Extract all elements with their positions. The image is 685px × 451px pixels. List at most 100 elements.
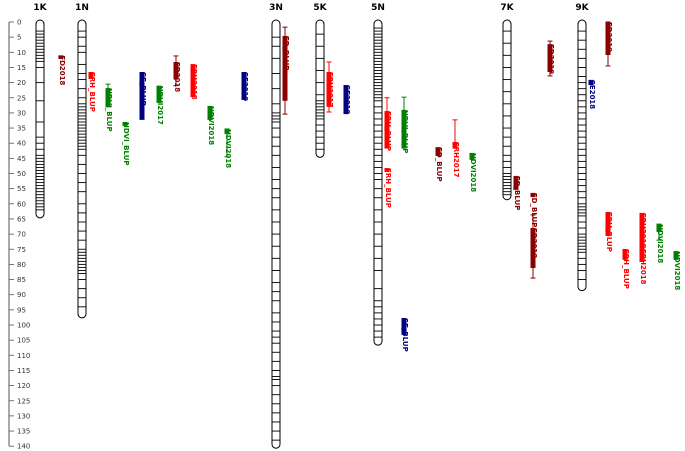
qtl-label: NDVI2018	[673, 251, 681, 290]
qtl-bar	[88, 71, 94, 79]
axis-tick-label: 25	[17, 94, 26, 102]
qtl-bar	[639, 212, 645, 262]
chromosome	[373, 19, 383, 346]
axis-tick-label: 55	[17, 185, 26, 193]
axis-tick-label: 40	[17, 140, 26, 148]
axis-tick-label: 50	[17, 170, 26, 178]
qtl-label: FRH_BLUP	[384, 168, 392, 208]
qtl-label: SE_BLUP	[401, 318, 409, 352]
axis-tick-label: 105	[17, 337, 30, 345]
qtl-bar	[58, 55, 64, 59]
axis-tick-label: 70	[17, 231, 26, 239]
qtl-label: FD_BLUP	[530, 193, 538, 227]
axis-tick-label: 125	[17, 397, 30, 405]
qtl-bar	[156, 85, 162, 103]
qtl-label: SE2018	[588, 80, 596, 109]
qtl-label: NDVI2018	[224, 129, 232, 168]
axis-tick-label: 65	[17, 215, 26, 223]
qtl-bar	[190, 64, 196, 98]
axis-tick-label: 115	[17, 367, 30, 375]
qtl-label: FD_BLUP	[282, 36, 290, 70]
axis-tick-label: 20	[17, 79, 26, 87]
chromosome-name: 9K	[575, 3, 589, 13]
qtl-bar	[469, 152, 475, 160]
chromosome	[502, 19, 512, 201]
axis-tick-label: 45	[17, 155, 26, 163]
axis-tick-label: 130	[17, 412, 30, 420]
qtl-label: FRH2018	[639, 249, 647, 285]
axis-tick-label: 15	[17, 64, 26, 72]
qtl-bar	[656, 224, 662, 232]
qtl-bar	[588, 79, 594, 86]
qtl-bar	[547, 44, 553, 72]
qtl-label: NDVI2017	[156, 86, 164, 125]
axis-tick-label: 30	[17, 109, 26, 117]
qtl-label: FRH2017	[326, 72, 334, 108]
qtl-bar	[401, 318, 407, 335]
axis-tick-label: 80	[17, 261, 26, 269]
qtl-bar	[224, 128, 230, 135]
qtl-bar	[530, 228, 536, 269]
qtl-label: FD2018	[530, 228, 538, 258]
qtl-bar	[282, 35, 288, 101]
chromosome	[77, 19, 87, 319]
qtl-bar	[452, 141, 458, 149]
chromosome-name: 1N	[75, 3, 89, 13]
qtl-label: SE2019	[241, 72, 249, 101]
qtl-bar	[241, 71, 247, 100]
qtl-bar	[173, 61, 179, 80]
axis-tick-label: 5	[17, 34, 21, 42]
qtl-label: NDVI_BLUP	[105, 88, 113, 132]
qtl-bar	[435, 147, 441, 156]
qtl-label: NDVI2018	[207, 106, 215, 145]
chromosome	[35, 19, 45, 219]
qtl-bar	[343, 85, 349, 115]
qtl-label: SE_BLUP	[139, 72, 147, 106]
axis-tick-label: 35	[17, 125, 26, 133]
qtl-bar	[326, 71, 332, 107]
qtl-label: FRH2017	[452, 142, 460, 178]
qtl-label: FD2019	[605, 22, 613, 52]
axis-tick-label: 85	[17, 276, 26, 284]
qtl-bar	[122, 121, 128, 126]
qtl-label: FD2018	[58, 55, 66, 85]
qtl-bar	[513, 175, 519, 190]
axis-tick-label: 110	[17, 352, 30, 360]
qtl-label: NDVI2018	[656, 224, 664, 263]
qtl-bar	[384, 111, 390, 149]
qtl-label: NDVI_BLUP	[122, 122, 130, 166]
qtl-label: FD2019	[547, 44, 555, 74]
qtl-label: FRH_BLUP	[88, 72, 96, 112]
qtl-label: SE2019	[343, 85, 351, 114]
chromosome	[315, 19, 325, 158]
qtl-bar	[139, 71, 145, 120]
axis-tick-label: 90	[17, 291, 26, 299]
chromosome-name: 5K	[313, 3, 327, 13]
qtl-bar	[639, 248, 645, 255]
qtl-label: FD2018	[173, 62, 181, 92]
qtl-bar	[384, 168, 390, 172]
qtl-label: FRH2018	[639, 213, 647, 249]
qtl-bar	[105, 88, 111, 107]
axis-tick-label: 75	[17, 246, 26, 254]
qtl-label: FRH_BLUP	[622, 249, 630, 289]
axis-tick-label: 140	[17, 443, 30, 451]
axis-tick-label: 120	[17, 382, 30, 390]
qtl-bar	[622, 248, 628, 260]
qtl-label: FD_BLUP	[435, 147, 443, 181]
axis-tick-label: 100	[17, 322, 30, 330]
axis-tick-label: 135	[17, 428, 30, 436]
qtl-bar	[605, 22, 611, 56]
chromosome-name: 3N	[269, 3, 283, 13]
axis-tick-label: 95	[17, 306, 26, 314]
qtl-label: FRH_BLUP	[605, 212, 613, 252]
chromosome-name: 7K	[500, 3, 514, 13]
qtl-label: NDVI2018	[469, 153, 477, 192]
qtl-bar	[207, 105, 213, 120]
chromosome-name: 5N	[371, 3, 385, 13]
qtl-bar	[401, 109, 407, 149]
qtl-bar	[605, 211, 611, 236]
axis-tick-label: 0	[17, 19, 21, 27]
qtl-label: FD_BLUP	[513, 176, 521, 210]
